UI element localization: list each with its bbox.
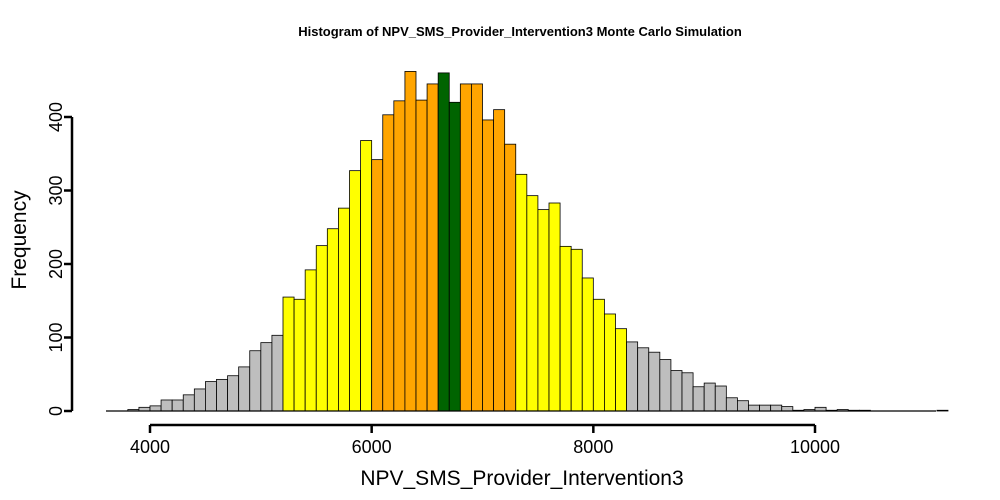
histogram-bar [315,245,328,412]
histogram-bar [781,406,794,412]
y-tick-label: 400 [46,102,66,132]
histogram-bar [725,397,738,412]
histogram-bar [626,341,639,412]
histogram-bar [238,366,251,412]
histogram-bar [393,100,406,412]
histogram-bar [504,143,517,412]
histogram-bar [748,404,760,412]
histogram-bar [570,248,583,412]
histogram-bar [193,388,206,412]
y-tick-label: 0 [46,406,66,416]
chart-title: Histogram of NPV_SMS_Provider_Interventi… [298,24,742,39]
histogram-bar [670,370,683,412]
histogram-bar [415,99,428,412]
histogram-bar [282,296,295,412]
histogram-bar [759,404,772,412]
histogram-bar [448,101,461,412]
x-tick-label: 4000 [130,437,170,457]
histogram-bar [592,298,605,412]
x-tick-label: 6000 [352,437,392,457]
histogram-bar [160,399,173,412]
histogram-bar [293,298,306,412]
y-axis: 0 100 200 300 400 [46,102,74,416]
histogram-bar [737,400,749,412]
histogram-bar [692,386,705,412]
histogram-bar [437,72,450,412]
histogram-bar [326,228,339,412]
x-tick-label: 10000 [790,437,840,457]
histogram-bar [559,245,572,412]
histogram-bar [637,347,650,412]
histogram-bar [227,375,240,412]
histogram-bar [459,83,472,412]
histogram-bar [216,378,228,412]
histogram-bars [127,71,949,412]
histogram-bar [482,119,494,412]
y-axis-label: Frequency [8,190,31,290]
histogram-bar [338,207,350,412]
histogram-bar [526,195,539,412]
histogram-bar [493,109,506,412]
x-axis-label: NPV_SMS_Provider_Intervention3 [360,467,683,490]
histogram-bar [260,342,273,412]
histogram-bar [349,170,361,412]
histogram-bar [581,277,594,412]
histogram-bar [770,404,783,412]
y-tick-label: 200 [46,249,66,279]
histogram-bar [205,381,217,412]
histogram-bar [471,83,483,412]
histogram-bar [548,202,561,412]
histogram-bar [703,382,716,412]
histogram-bar [360,140,373,412]
histogram-bar [382,114,395,412]
histogram-bar [404,71,417,412]
y-tick-label: 300 [46,175,66,205]
histogram-bar [681,372,694,412]
histogram-bar [515,173,528,412]
y-tick-label: 100 [46,322,66,352]
x-tick-label: 8000 [573,437,613,457]
histogram-bar [426,83,439,412]
histogram-bar [537,209,550,412]
histogram-bar [659,359,672,412]
histogram-bar [371,159,384,412]
histogram-bar [604,313,616,412]
histogram-bar [615,328,627,412]
histogram-bar [936,409,949,412]
histogram-bar [714,385,727,412]
histogram-bar [182,394,195,412]
histogram-bar [249,350,262,412]
histogram-bar [648,351,661,412]
histogram-bar [304,269,317,412]
histogram-bar [149,405,162,412]
histogram-bar [271,334,284,412]
histogram-bar [171,399,184,412]
x-axis: 4000 6000 8000 10000 [130,423,840,457]
